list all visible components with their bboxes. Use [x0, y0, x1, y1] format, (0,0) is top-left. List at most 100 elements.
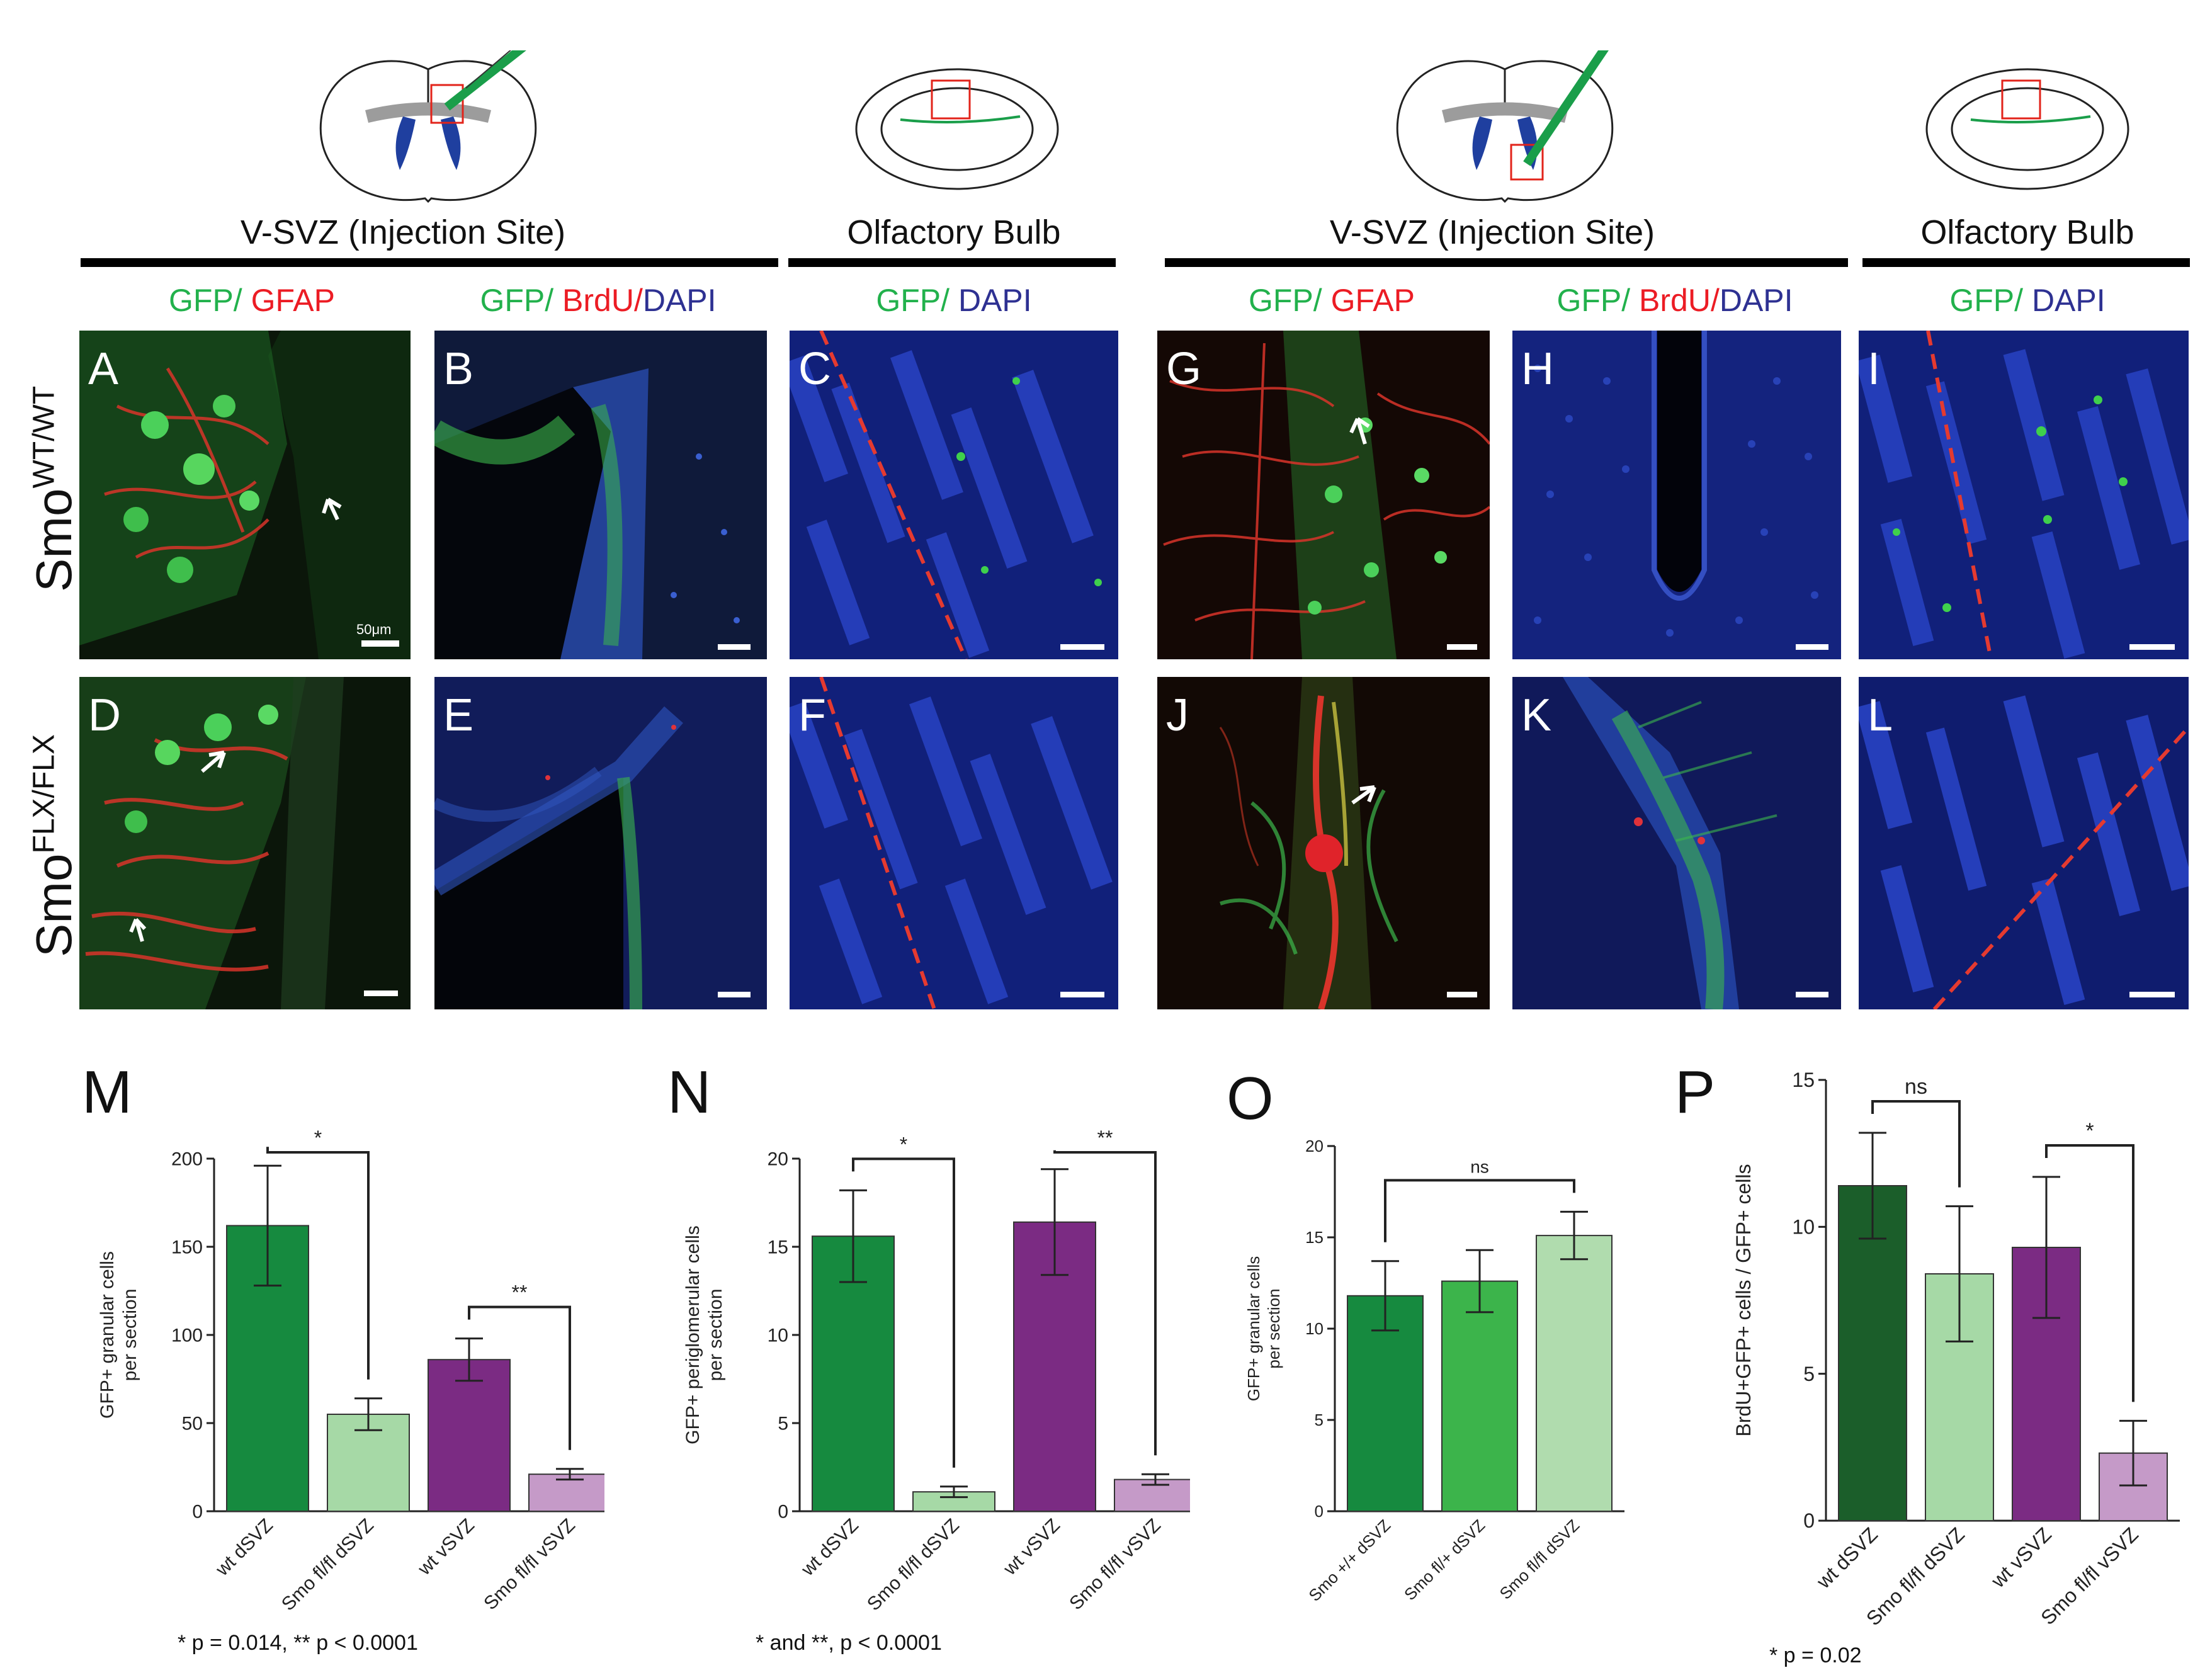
category-label: wt vSVZ: [1987, 1523, 2056, 1592]
bar: [428, 1359, 511, 1513]
y-axis-label: per section: [1264, 1288, 1283, 1368]
stats-note-m: * p = 0.014, ** p < 0.0001: [178, 1631, 418, 1655]
y-tick-label: 0: [192, 1502, 203, 1523]
significance-label: **: [512, 1281, 528, 1304]
panel-label-j: J: [1166, 690, 1189, 741]
category-label: Smo fl/fl dSVZ: [278, 1515, 378, 1615]
significance-label: **: [1097, 1127, 1113, 1149]
panel-label-b: B: [443, 344, 474, 394]
micrograph-h: H: [1512, 331, 1841, 659]
category-label: Smo fl/fl dSVZ: [1496, 1516, 1584, 1603]
panel-label-l: L: [1868, 690, 1893, 741]
y-tick-label: 10: [1792, 1216, 1815, 1239]
significance-label: *: [2085, 1119, 2094, 1143]
y-axis-label: per section: [705, 1289, 726, 1382]
chart-letter-o: O: [1227, 1065, 1274, 1132]
y-tick-label: 10: [1305, 1319, 1324, 1338]
y-tick-label: 200: [171, 1149, 203, 1170]
bar: [1114, 1479, 1190, 1512]
category-label: wt dSVZ: [797, 1515, 863, 1581]
significance-bracket: [468, 1305, 571, 1450]
stain-label-g: GFP/ GFAP: [1249, 283, 1415, 318]
brain-schematic-ventral-injection: [1396, 50, 1614, 203]
bar-chart-p: 0 5 10 15 BrdU+GFP+ cells / GFP+ cells wt dSV…: [1732, 1069, 2180, 1630]
significance-bracket: [1384, 1179, 1575, 1242]
y-tick-label: 0: [1803, 1509, 1815, 1532]
stats-note-p: * p = 0.02: [1769, 1643, 1862, 1667]
y-tick-label: 5: [1315, 1410, 1324, 1429]
bar-chart-n: 0 5 10 15 20 GFP+ periglomerular cells per sec…: [683, 1127, 1190, 1615]
y-tick-label: 150: [171, 1237, 203, 1258]
micrograph-k: K: [1512, 677, 1841, 1009]
category-label: Smo fl/fl dSVZ: [863, 1515, 963, 1615]
category-label: wt dSVZ: [212, 1515, 277, 1581]
chart-letter-p: P: [1675, 1059, 1716, 1126]
header-rule-ob-right: [1862, 258, 2190, 267]
row-label-wt: SmoWT/WT: [26, 385, 82, 592]
category-label: Smo fl/+ dSVZ: [1400, 1516, 1488, 1604]
y-tick-label: 0: [1315, 1502, 1324, 1521]
bar: [1536, 1235, 1613, 1512]
chart-letter-m: M: [82, 1059, 132, 1126]
category-label: wt dSVZ: [1811, 1523, 1882, 1593]
panel-label-i: I: [1868, 344, 1881, 394]
micrograph-d: D: [79, 677, 411, 1009]
bar-chart-m: 0 50 100 150 200 GFP+ granular cells per secti…: [97, 1127, 604, 1615]
y-tick-label: 50: [182, 1414, 203, 1434]
significance-bracket: [2045, 1144, 2134, 1402]
brain-schematic-dorsal-injection: [319, 50, 537, 203]
panel-label-f: F: [798, 690, 826, 741]
significance-bracket: [1053, 1150, 1157, 1456]
micrograph-l: L: [1859, 677, 2189, 1009]
category-label: Smo fl/fl vSVZ: [1065, 1515, 1165, 1615]
header-rule-vsvz-left: [81, 258, 778, 267]
bar: [1838, 1185, 1907, 1521]
y-axis-label: GFP+ granular cells: [97, 1251, 118, 1419]
significance-bracket: [266, 1147, 370, 1380]
y-tick-label: 0: [778, 1502, 788, 1523]
stain-label-c: GFP/ DAPI: [876, 283, 1032, 318]
panel-label-k: K: [1521, 690, 1552, 741]
micrograph-e: E: [434, 677, 767, 1009]
stain-label-i: GFP/ DAPI: [1949, 283, 2106, 318]
header-ob-left: Olfactory Bulb: [847, 213, 1061, 251]
stain-label-h: GFP/ BrdU/DAPI: [1556, 283, 1793, 318]
y-tick-label: 5: [1803, 1363, 1815, 1385]
micrograph-g: G: [1157, 331, 1490, 659]
olfactory-bulb-schematic-left: [855, 68, 1059, 190]
scale-bar-label: 50μm: [356, 621, 392, 637]
header-ob-right: Olfactory Bulb: [1920, 213, 2134, 251]
y-tick-label: 20: [1305, 1137, 1324, 1155]
y-tick-label: 5: [778, 1414, 788, 1434]
header-vsvz-left: V-SVZ (Injection Site): [240, 213, 566, 251]
micrograph-a: A 50μm: [79, 331, 411, 659]
y-tick-label: 15: [1792, 1069, 1815, 1091]
significance-label: ns: [1905, 1075, 1927, 1099]
y-axis-label: GFP+ granular cells: [1244, 1256, 1263, 1401]
header-rule-ob-left: [788, 258, 1116, 267]
micrograph-j: J: [1157, 677, 1490, 1009]
significance-label: *: [314, 1127, 322, 1149]
header-rule-vsvz-right: [1165, 258, 1848, 267]
panel-label-e: E: [443, 690, 474, 741]
y-axis-label: BrdU+GFP+ cells / GFP+ cells: [1732, 1164, 1755, 1436]
significance-bracket: [1871, 1100, 1961, 1188]
micrograph-f: F: [790, 677, 1118, 1009]
panel-label-g: G: [1166, 344, 1202, 394]
significance-label: ns: [1470, 1157, 1489, 1176]
y-tick-label: 10: [768, 1325, 788, 1346]
y-axis-label: per section: [120, 1289, 140, 1382]
chart-letter-n: N: [667, 1059, 711, 1126]
y-tick-label: 15: [768, 1237, 788, 1258]
y-axis-label: GFP+ periglomerular cells: [683, 1225, 703, 1444]
stats-note-n: * and **, p < 0.0001: [756, 1631, 942, 1655]
significance-label: *: [900, 1133, 907, 1155]
micrograph-b: B: [434, 331, 767, 659]
y-tick-label: 20: [768, 1149, 788, 1170]
category-label: Smo fl/fl vSVZ: [480, 1515, 579, 1615]
y-tick-label: 15: [1305, 1228, 1324, 1247]
category-label: wt vSVZ: [414, 1515, 479, 1580]
bar-chart-o: 0 5 10 15 20 GFP+ granular cells per section Sm…: [1244, 1137, 1624, 1605]
category-label: Smo +/+ dSVZ: [1305, 1516, 1394, 1605]
bar: [1441, 1280, 1518, 1512]
